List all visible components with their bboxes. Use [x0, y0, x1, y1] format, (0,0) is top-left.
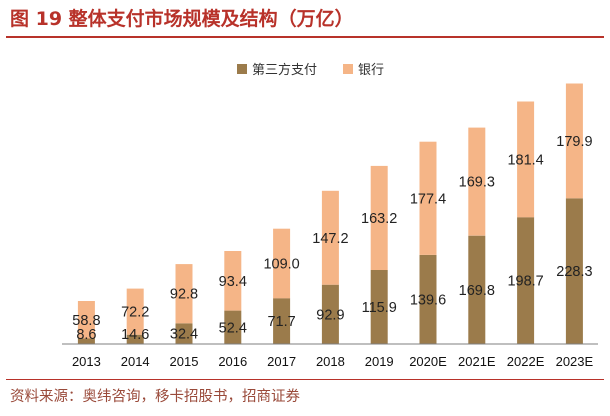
x-tick-label-2016: 2016: [218, 354, 247, 369]
bar-bank-2017: [273, 228, 291, 299]
title-divider: [6, 36, 604, 38]
data-label-third-party-2022E: 198.7: [507, 274, 543, 290]
x-tick-label-2021E: 2021E: [458, 354, 496, 369]
data-label-third-party-2016: 52.4: [219, 320, 247, 336]
x-tick-label-2015: 2015: [170, 354, 199, 369]
bar-third-party-2020E: [419, 254, 437, 344]
legend: 第三方支付 银行: [237, 62, 384, 78]
bar-third-party-2022E: [517, 217, 535, 344]
x-tick-labels: 2013 2014 2015 2016 2017 2018 2019 2020E 2021E 20…: [72, 354, 594, 369]
legend-swatch-third-party: [237, 64, 247, 74]
bar-bank-2013: [77, 301, 95, 339]
data-labels-group: 8.658.8 14.6 72.2 32.4 92.8 52.4 93.4 71.7 109.0…: [72, 134, 592, 343]
legend-swatch-bank: [343, 64, 353, 74]
data-label-third-party-2017: 71.7: [267, 314, 295, 330]
data-label-bank-2018: 147.2: [312, 231, 348, 247]
x-tick-label-2022E: 2022E: [507, 354, 545, 369]
bar-bank-2014: [126, 288, 144, 335]
data-label-third-party-2014: 14.6: [121, 327, 149, 343]
legend-label-third-party: 第三方支付: [252, 62, 317, 78]
data-label-bank-2015: 92.8: [170, 287, 198, 303]
data-label-bank-2014: 72.2: [121, 305, 149, 321]
bar-third-party-2015: [175, 323, 193, 344]
bar-third-party-2013: [77, 338, 95, 344]
bar-bank-2019: [370, 165, 388, 270]
data-label-third-party-2019: 115.9: [362, 300, 397, 316]
bar-bank-2022E: [517, 101, 535, 218]
x-tick-label-2014: 2014: [121, 354, 150, 369]
data-label-bank-2020E: 177.4: [410, 191, 446, 207]
legend-label-bank: 银行: [358, 63, 384, 78]
data-label-bank-2021E: 169.3: [459, 175, 495, 191]
bar-third-party-2021E: [468, 235, 486, 344]
bars-group: [77, 83, 583, 344]
x-tick-label-2017: 2017: [267, 354, 296, 369]
data-label-bank-2013: 58.8: [72, 313, 100, 329]
x-tick-label-2020E: 2020E: [409, 354, 447, 369]
x-tick-label-2019: 2019: [365, 354, 394, 369]
stacked-bar-chart: 第三方支付 银行 8.658.8 14.6 72.2 32.4 92.8 52.4 93.4…: [62, 62, 598, 369]
bar-bank-2021E: [468, 127, 486, 236]
bar-third-party-2014: [126, 334, 144, 344]
bar-bank-2018: [321, 190, 339, 285]
bar-bank-2023E: [565, 83, 583, 199]
x-tick-label-2023E: 2023E: [556, 354, 594, 369]
data-label-third-party-2015: 32.4: [170, 327, 198, 343]
bar-bank-2016: [224, 251, 242, 311]
x-tick-label-2013: 2013: [72, 354, 101, 369]
bar-third-party-2019: [370, 270, 388, 344]
data-label-bank-2019: 163.2: [361, 211, 397, 227]
bar-third-party-2017: [273, 298, 291, 344]
bar-third-party-2023E: [565, 198, 583, 344]
data-label-third-party-2020E: 139.6: [410, 293, 446, 309]
data-label-bank-2017: 109.0: [263, 257, 299, 273]
data-label-bank-2016: 93.4: [219, 274, 247, 290]
data-label-third-party-2013: 8.6: [76, 327, 96, 343]
chart-title: 图 19 整体支付市场规模及结构（万亿）: [10, 8, 354, 30]
data-label-bank-2023E: 179.9: [556, 134, 592, 150]
bar-bank-2015: [175, 264, 193, 324]
data-label-bank-2022E: 181.4: [507, 152, 543, 168]
bar-bank-2020E: [419, 141, 437, 255]
bar-third-party-2018: [321, 284, 339, 344]
data-label-third-party-2018: 92.9: [316, 307, 344, 323]
x-tick-label-2018: 2018: [316, 354, 345, 369]
source-divider: [6, 379, 604, 380]
source-note: 资料来源：奥纬咨询，移卡招股书，招商证券: [10, 389, 300, 405]
bar-third-party-2016: [224, 310, 242, 344]
data-label-third-party-2021E: 169.8: [459, 283, 495, 299]
data-label-third-party-2023E: 228.3: [556, 264, 592, 280]
